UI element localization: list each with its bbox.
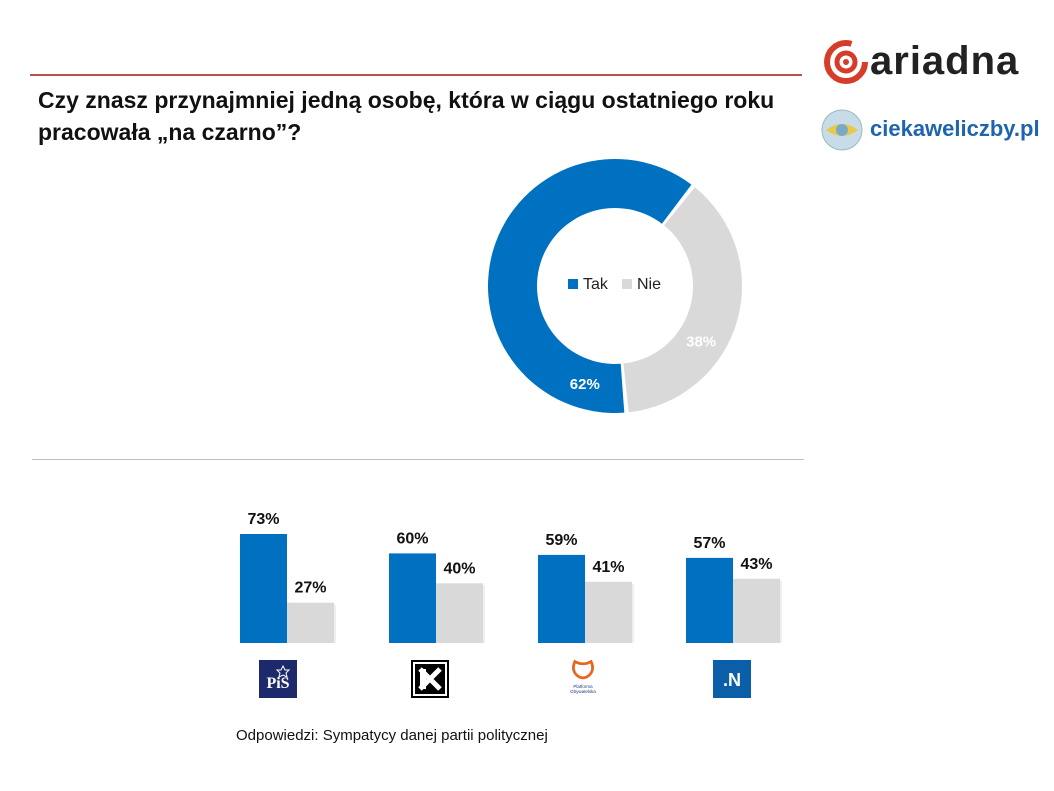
bar-value-label: 60%	[396, 530, 428, 547]
donut-slice-label: 62%	[570, 376, 600, 393]
bar-value-label: 43%	[740, 556, 772, 573]
ciekaweliczby-logo-text: ciekaweliczby.pl	[870, 116, 1040, 141]
donut-slice-tak	[487, 158, 692, 414]
ariadna-logo-icon	[824, 40, 868, 84]
bar-tak-3	[538, 554, 585, 643]
bar-value-label: 59%	[545, 532, 577, 549]
bar-value-label: 41%	[592, 559, 624, 576]
nowoczesna-party-logo-icon: .N	[713, 660, 751, 698]
po-party-logo-icon: Platforma Obywatelska	[570, 659, 596, 694]
svg-text:Obywatelska: Obywatelska	[570, 689, 596, 694]
legend-label-nie: Nie	[637, 276, 661, 293]
chart-title: Czy znasz przynajmniej jedną osobę, któr…	[38, 87, 775, 145]
legend-swatch-nie	[622, 279, 632, 289]
svg-text:Platforma: Platforma	[573, 684, 593, 689]
bar-tak-1	[240, 534, 287, 643]
kukiz-party-logo-icon	[411, 660, 449, 698]
legend-label-tak: Tak	[583, 276, 609, 293]
svg-text:PiS: PiS	[266, 675, 289, 692]
bar-nie-2	[436, 583, 483, 643]
bar-tak-4	[686, 557, 733, 643]
pis-party-logo-icon: PiS	[259, 660, 297, 698]
donut-slice-label: 38%	[686, 334, 716, 351]
bar-tak-2	[389, 553, 436, 643]
bar-nie-1	[287, 602, 334, 643]
bar-value-label: 73%	[247, 511, 279, 528]
ariadna-logo-text: ariadna	[870, 39, 1020, 83]
header-divider	[30, 74, 802, 76]
bar-value-label: 40%	[443, 560, 475, 577]
bar-nie-3	[585, 581, 632, 643]
bar-value-label: 27%	[294, 580, 326, 597]
ciekaweliczby-logo-icon	[821, 109, 863, 151]
section-divider	[32, 459, 804, 460]
donut-slice-nie	[623, 187, 742, 413]
footnote: Odpowiedzi: Sympatycy danej partii polit…	[236, 727, 548, 744]
bar-nie-4	[733, 578, 780, 643]
legend-swatch-tak	[568, 279, 578, 289]
svg-text:.N: .N	[723, 670, 741, 690]
bar-value-label: 57%	[693, 535, 725, 552]
